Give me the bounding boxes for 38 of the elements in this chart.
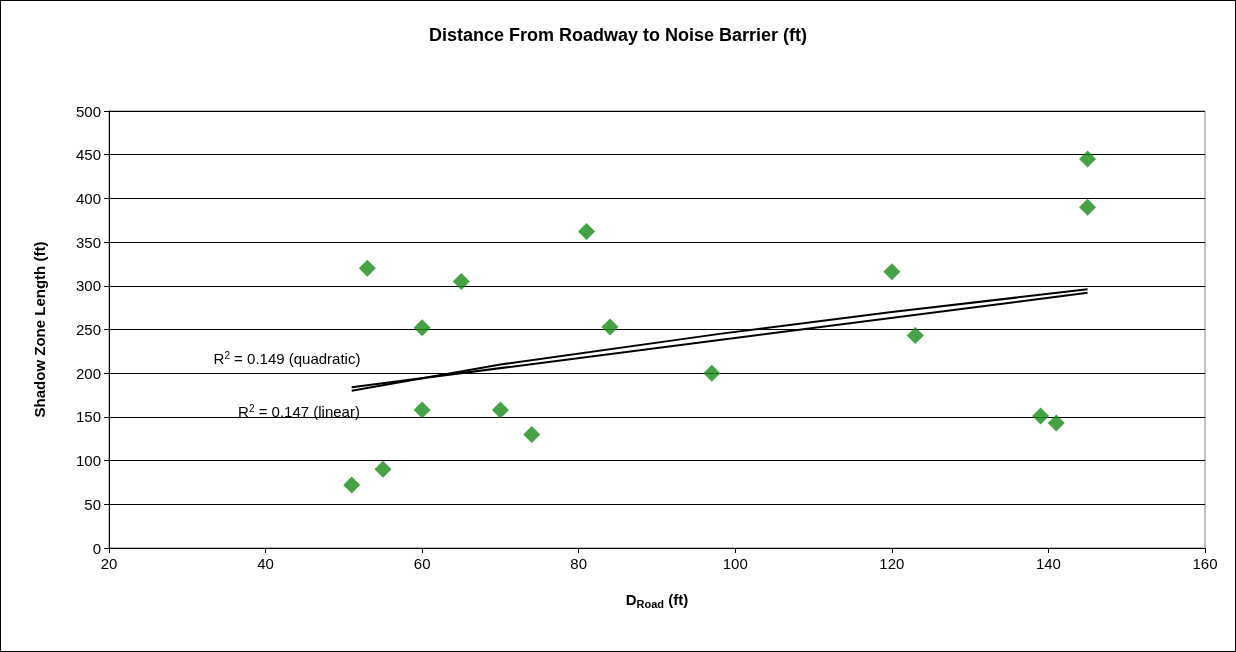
point bbox=[1079, 150, 1097, 168]
y-tick-label: 350 bbox=[75, 233, 101, 251]
x-tick-label: 120 bbox=[879, 555, 905, 572]
x-tick-label: 60 bbox=[413, 555, 431, 572]
y-tick-label: 450 bbox=[75, 146, 101, 164]
point bbox=[413, 401, 431, 419]
point bbox=[883, 263, 901, 281]
point bbox=[906, 327, 924, 345]
x-tick-label: 80 bbox=[570, 555, 588, 572]
y-tick-label: 100 bbox=[75, 452, 101, 470]
y-tick-label: 0 bbox=[92, 539, 101, 557]
x-tick-label: 140 bbox=[1035, 555, 1061, 572]
point bbox=[1032, 407, 1050, 425]
y-tick-label: 250 bbox=[75, 321, 101, 338]
point bbox=[358, 259, 376, 277]
x-tick-label: 100 bbox=[722, 555, 748, 572]
point bbox=[452, 272, 470, 290]
chart-title: Distance From Roadway to Noise Barrier (ft) bbox=[428, 25, 808, 45]
point bbox=[343, 476, 361, 494]
y-axis-title: Shadow Zone Length (ft) bbox=[31, 241, 48, 418]
point bbox=[703, 364, 721, 382]
y-tick-label: 50 bbox=[84, 495, 101, 513]
point bbox=[413, 319, 431, 337]
point bbox=[601, 318, 619, 336]
x-tick-label: 20 bbox=[100, 555, 118, 572]
y-tick-label: 200 bbox=[75, 364, 101, 382]
x-tick-label: 160 bbox=[1192, 555, 1218, 572]
y-tick-label: 150 bbox=[75, 408, 101, 426]
point bbox=[491, 401, 509, 419]
y-tick-label: 300 bbox=[75, 277, 101, 295]
y-tick-label: 500 bbox=[75, 102, 101, 120]
point bbox=[1047, 414, 1065, 432]
x-tick-label: 40 bbox=[257, 555, 274, 572]
point bbox=[578, 223, 596, 241]
y-tick-label: 400 bbox=[75, 189, 101, 207]
point bbox=[523, 425, 541, 443]
point bbox=[1079, 198, 1097, 216]
point bbox=[374, 460, 392, 478]
